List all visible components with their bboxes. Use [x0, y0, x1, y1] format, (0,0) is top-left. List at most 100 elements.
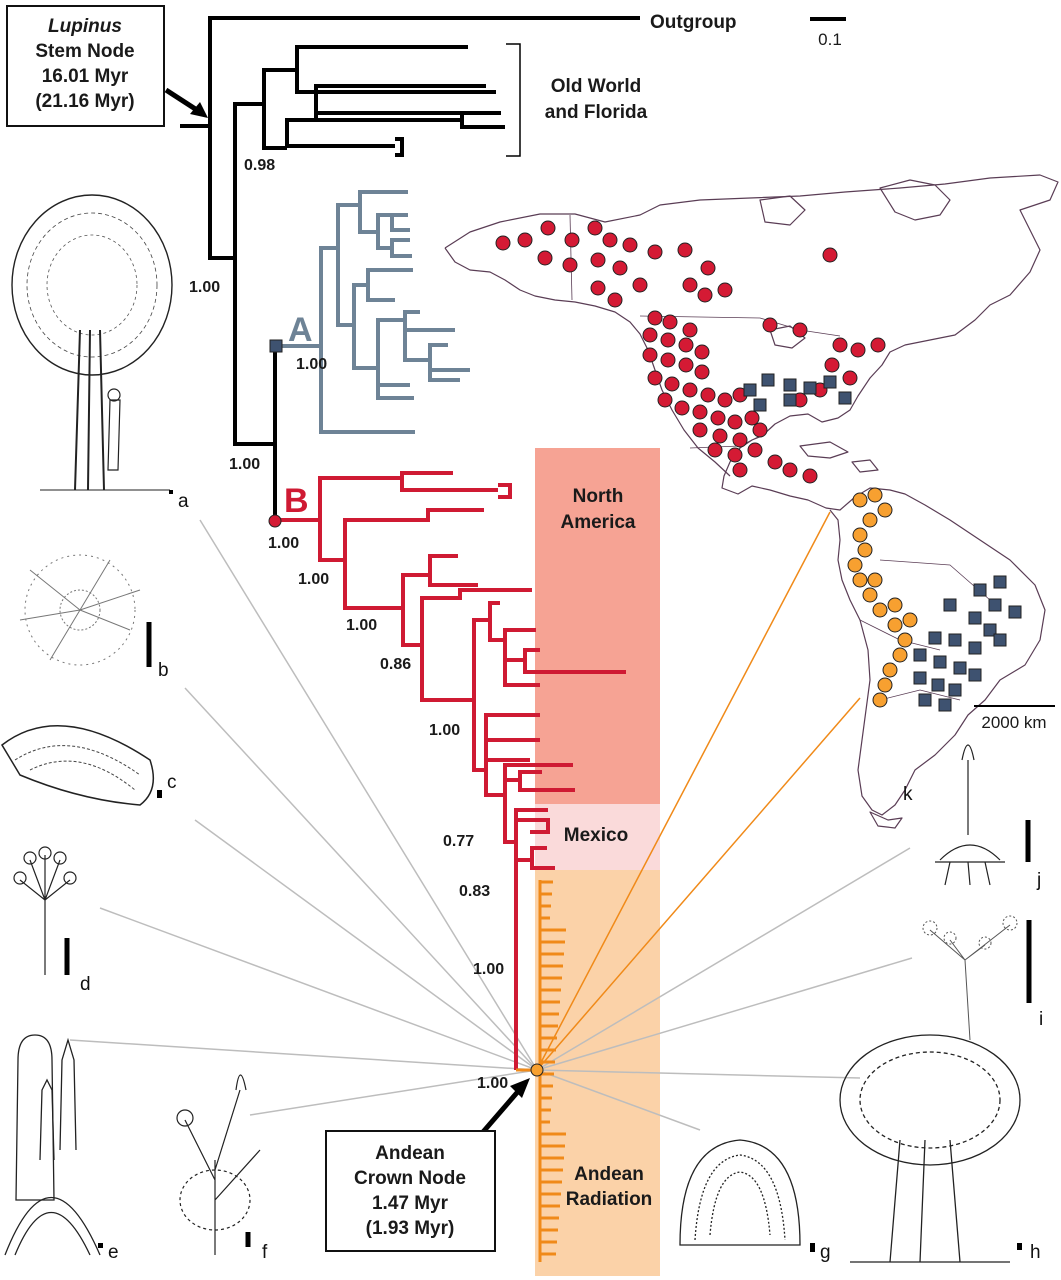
- crown-node-age-alt: (1.93 Myr): [366, 1218, 455, 1239]
- red-occurrence-marker: [762, 317, 778, 333]
- red-occurrence-marker: [590, 252, 606, 268]
- plate-label-j: j: [1036, 870, 1041, 891]
- red-occurrence-marker: [657, 392, 673, 408]
- blue-occurrence-marker: [913, 648, 927, 662]
- red-occurrence-marker: [647, 370, 663, 386]
- orange-occurrence-marker: [897, 632, 913, 648]
- blue-occurrence-marker: [938, 698, 952, 712]
- illustration-d-herb-lupine: [13, 846, 77, 975]
- red-occurrence-marker: [694, 364, 710, 380]
- plate-label-k: k: [903, 784, 913, 805]
- support-clade-A: 1.00: [296, 356, 327, 373]
- blue-occurrence-marker: [988, 598, 1002, 612]
- red-occurrence-marker: [540, 220, 556, 236]
- red-occurrence-marker: [495, 235, 511, 251]
- crown-node-age: 1.47 Myr: [372, 1193, 449, 1214]
- red-occurrence-marker: [647, 310, 663, 326]
- red-occurrence-marker: [647, 244, 663, 260]
- blue-occurrence-marker: [993, 575, 1007, 589]
- blue-occurrence-marker: [968, 668, 982, 682]
- support-old-world: 0.98: [244, 157, 275, 174]
- support-clade-B: 1.00: [268, 535, 299, 552]
- orange-occurrence-marker: [857, 542, 873, 558]
- blue-occurrence-marker: [803, 381, 817, 395]
- andean-label-2: Radiation: [566, 1189, 653, 1210]
- red-occurrence-marker: [677, 242, 693, 258]
- blue-occurrence-marker: [953, 661, 967, 675]
- andean-crown-node-marker: [530, 1063, 544, 1077]
- north-american-lupinus-markers: [495, 220, 886, 484]
- blue-occurrence-marker: [983, 623, 997, 637]
- blue-occurrence-marker: [838, 391, 852, 405]
- red-occurrence-marker: [678, 337, 694, 353]
- red-occurrence-marker: [662, 314, 678, 330]
- red-occurrence-marker: [664, 376, 680, 392]
- red-occurrence-marker: [732, 432, 748, 448]
- stem-node-line1: Stem Node: [35, 41, 134, 62]
- red-occurrence-marker: [707, 442, 723, 458]
- plate-label-e: e: [108, 1242, 119, 1263]
- red-occurrence-marker: [717, 282, 733, 298]
- orange-occurrence-marker: [902, 612, 918, 628]
- orange-occurrence-marker: [872, 602, 888, 618]
- blue-occurrence-marker: [968, 641, 982, 655]
- blue-occurrence-marker: [783, 393, 797, 407]
- blue-occurrence-marker: [1008, 605, 1022, 619]
- crown-node-line2: Crown Node: [354, 1168, 466, 1189]
- support-b1: 1.00: [298, 571, 329, 588]
- orange-occurrence-marker: [852, 572, 868, 588]
- plate-label-d: d: [80, 974, 91, 995]
- andean-label-1: Andean: [574, 1164, 644, 1185]
- orange-occurrence-marker: [852, 492, 868, 508]
- andean-lupinus-markers: [847, 487, 918, 708]
- red-occurrence-marker: [732, 462, 748, 478]
- red-occurrence-marker: [747, 442, 763, 458]
- red-occurrence-marker: [727, 414, 743, 430]
- red-occurrence-marker: [802, 468, 818, 484]
- old-world-label-1: Old World: [551, 76, 641, 97]
- crown-node-callout: Andean Crown Node 1.47 Myr (1.93 Myr): [325, 1078, 530, 1252]
- tree-scale-label: 0.1: [818, 30, 842, 49]
- stem-node-age: 16.01 Myr: [42, 66, 129, 87]
- blue-occurrence-marker: [993, 633, 1007, 647]
- clade-A-node-marker: [269, 339, 283, 353]
- orange-occurrence-marker: [852, 527, 868, 543]
- red-occurrence-marker: [744, 410, 760, 426]
- orange-occurrence-marker: [882, 662, 898, 678]
- red-occurrence-marker: [607, 292, 623, 308]
- orange-occurrence-marker: [887, 617, 903, 633]
- blue-occurrence-marker: [743, 383, 757, 397]
- orange-occurrence-marker: [847, 557, 863, 573]
- orange-occurrence-marker: [862, 512, 878, 528]
- red-occurrence-marker: [682, 322, 698, 338]
- north-america-band: [535, 448, 660, 804]
- clade-A-label: A: [288, 311, 313, 349]
- red-occurrence-marker: [642, 347, 658, 363]
- red-occurrence-marker: [824, 357, 840, 373]
- red-occurrence-marker: [792, 322, 808, 338]
- support-b2: 1.00: [346, 617, 377, 634]
- clade-B-label: B: [284, 482, 309, 520]
- red-occurrence-marker: [602, 232, 618, 248]
- orange-occurrence-marker: [867, 487, 883, 503]
- support-AB: 1.00: [229, 456, 260, 473]
- red-occurrence-marker: [710, 410, 726, 426]
- red-occurrence-marker: [660, 352, 676, 368]
- plate-label-b: b: [158, 660, 169, 681]
- blue-occurrence-marker: [913, 671, 927, 685]
- orange-occurrence-marker: [877, 502, 893, 518]
- old-world-label-2: and Florida: [545, 102, 648, 123]
- orange-occurrence-marker: [887, 597, 903, 613]
- plate-label-i: i: [1039, 1009, 1043, 1030]
- support-b6: 0.83: [459, 883, 490, 900]
- red-occurrence-marker: [782, 462, 798, 478]
- map-scale-label: 2000 km: [981, 713, 1046, 732]
- plate-label-f: f: [262, 1242, 268, 1263]
- clade-B-node-marker: [268, 514, 282, 528]
- orange-occurrence-marker: [867, 572, 883, 588]
- support-b4: 1.00: [429, 722, 460, 739]
- red-occurrence-marker: [682, 382, 698, 398]
- mexico-band: [535, 804, 660, 870]
- support-andean: 1.00: [477, 1075, 508, 1092]
- old-world-bracket: [506, 43, 521, 157]
